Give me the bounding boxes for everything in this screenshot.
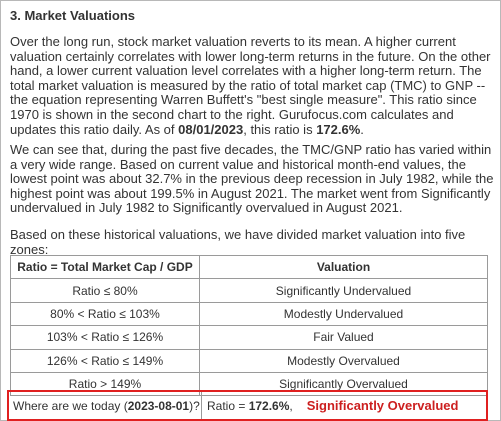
as-of-date: 08/01/2023 — [178, 121, 244, 137]
intro-text: Over the long run, stock market valuatio… — [10, 34, 491, 137]
ratio-cell: 80% < Ratio ≤ 103% — [10, 301, 200, 327]
table-row: 80% < Ratio ≤ 103% Modestly Undervalued — [10, 301, 488, 327]
today-ratio-value: 172.6% — [248, 398, 290, 413]
today-date: 2023-08-01 — [127, 398, 190, 413]
valuation-cell: Significantly Undervalued — [199, 278, 488, 303]
ratio-cell: Ratio ≤ 80% — [10, 278, 200, 303]
table-row: 103% < Ratio ≤ 126% Fair Valued — [10, 325, 488, 350]
valuation-zones-table: Ratio = Total Market Cap / GDP Valuation… — [10, 254, 488, 397]
column-header-valuation: Valuation — [199, 254, 488, 280]
ratio-cell: Ratio > 149% — [10, 371, 200, 397]
today-question-prefix: Where are we today ( — [13, 398, 128, 413]
ratio-cell: 103% < Ratio ≤ 126% — [10, 325, 200, 350]
today-question-cell: Where are we today (2023-08-01)? — [9, 392, 202, 419]
table-row: 126% < Ratio ≤ 149% Modestly Overvalued — [10, 348, 488, 373]
today-ratio-prefix: Ratio = — [207, 398, 246, 413]
today-verdict: Significantly Overvalued — [306, 398, 459, 413]
today-ratio-suffix: , — [289, 398, 293, 413]
current-ratio: 172.6% — [316, 121, 361, 137]
table-row: Ratio > 149% Significantly Overvalued — [10, 371, 488, 397]
intro-text-middle: , this ratio is — [243, 121, 317, 137]
valuation-cell: Fair Valued — [199, 325, 488, 350]
table-row: Ratio ≤ 80% Significantly Undervalued — [10, 278, 488, 303]
column-header-ratio: Ratio = Total Market Cap / GDP — [10, 254, 200, 280]
intro-paragraph: Over the long run, stock market valuatio… — [10, 34, 496, 137]
valuation-cell: Modestly Overvalued — [199, 348, 488, 373]
history-paragraph: We can see that, during the past five de… — [10, 142, 494, 216]
valuation-cell: Modestly Undervalued — [199, 301, 488, 327]
ratio-cell: 126% < Ratio ≤ 149% — [10, 348, 200, 373]
current-valuation-highlight: Where are we today (2023-08-01)? Ratio =… — [7, 390, 488, 421]
section-heading: 3. Market Valuations — [10, 8, 135, 23]
intro-text-end: . — [360, 121, 364, 137]
today-question-suffix: )? — [189, 398, 200, 413]
valuation-cell: Significantly Overvalued — [199, 371, 488, 397]
today-answer-cell: Ratio = 172.6%, Significantly Overvalued — [203, 392, 486, 419]
table-header-row: Ratio = Total Market Cap / GDP Valuation — [10, 254, 488, 280]
zones-intro-paragraph: Based on these historical valuations, we… — [10, 227, 466, 257]
